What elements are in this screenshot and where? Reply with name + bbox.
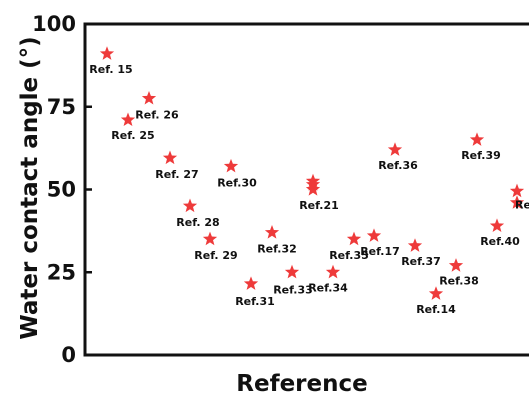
data-point-star bbox=[285, 265, 299, 279]
x-axis-title: Reference bbox=[236, 371, 367, 397]
data-point-star bbox=[142, 91, 156, 105]
data-point-star bbox=[408, 238, 422, 252]
data-point-star bbox=[203, 232, 217, 246]
data-point-star bbox=[347, 232, 361, 246]
point-label: Ref.32 bbox=[257, 243, 297, 256]
point-label: Ref.37 bbox=[401, 255, 441, 268]
y-tick-label: 100 bbox=[32, 12, 76, 36]
point-label: Ref. 26 bbox=[135, 108, 179, 121]
point-label: Ref.36 bbox=[378, 159, 418, 172]
data-point-star bbox=[326, 265, 340, 279]
data-point-star bbox=[510, 184, 524, 198]
data-point-star bbox=[100, 46, 114, 60]
y-tick-label: 25 bbox=[47, 260, 76, 284]
point-label: Ref.40 bbox=[480, 235, 520, 248]
point-label: Ref. 15 bbox=[89, 63, 132, 76]
data-point-star bbox=[121, 112, 135, 126]
data-point-star bbox=[367, 228, 381, 242]
y-axis-title: Water contact angle (°) bbox=[17, 36, 43, 339]
point-label: Ref.4 bbox=[515, 199, 529, 212]
data-point-star bbox=[163, 151, 177, 165]
point-label: Ref.17 bbox=[360, 245, 400, 258]
data-point-star bbox=[470, 132, 484, 146]
data-point-star bbox=[449, 258, 463, 272]
data-point-star bbox=[429, 286, 443, 300]
y-tick-label: 75 bbox=[47, 95, 76, 119]
data-point-star bbox=[388, 142, 402, 156]
point-label: Ref.38 bbox=[439, 275, 479, 288]
point-label: Ref.34 bbox=[308, 281, 348, 294]
point-label: Ref.21 bbox=[299, 199, 339, 212]
axes bbox=[84, 24, 529, 357]
data-point-star bbox=[244, 276, 258, 290]
point-label: Ref. 29 bbox=[194, 249, 237, 262]
data-point-star bbox=[265, 225, 279, 239]
data-point-star bbox=[224, 159, 238, 173]
data-point-star bbox=[306, 182, 320, 196]
point-label: Ref.33 bbox=[273, 283, 313, 296]
point-label: Ref. 25 bbox=[111, 129, 154, 142]
point-label: Ref.14 bbox=[416, 303, 456, 316]
data-point-star bbox=[183, 199, 197, 213]
y-tick-label: 0 bbox=[61, 343, 76, 367]
data-point-star bbox=[490, 218, 504, 232]
point-label: Ref. 27 bbox=[155, 168, 198, 181]
point-label: Ref.30 bbox=[217, 176, 257, 189]
point-label: Ref.39 bbox=[461, 149, 501, 162]
point-label: Ref. 28 bbox=[176, 216, 219, 229]
y-tick-label: 50 bbox=[47, 178, 76, 202]
point-label: Ref.31 bbox=[235, 295, 275, 308]
